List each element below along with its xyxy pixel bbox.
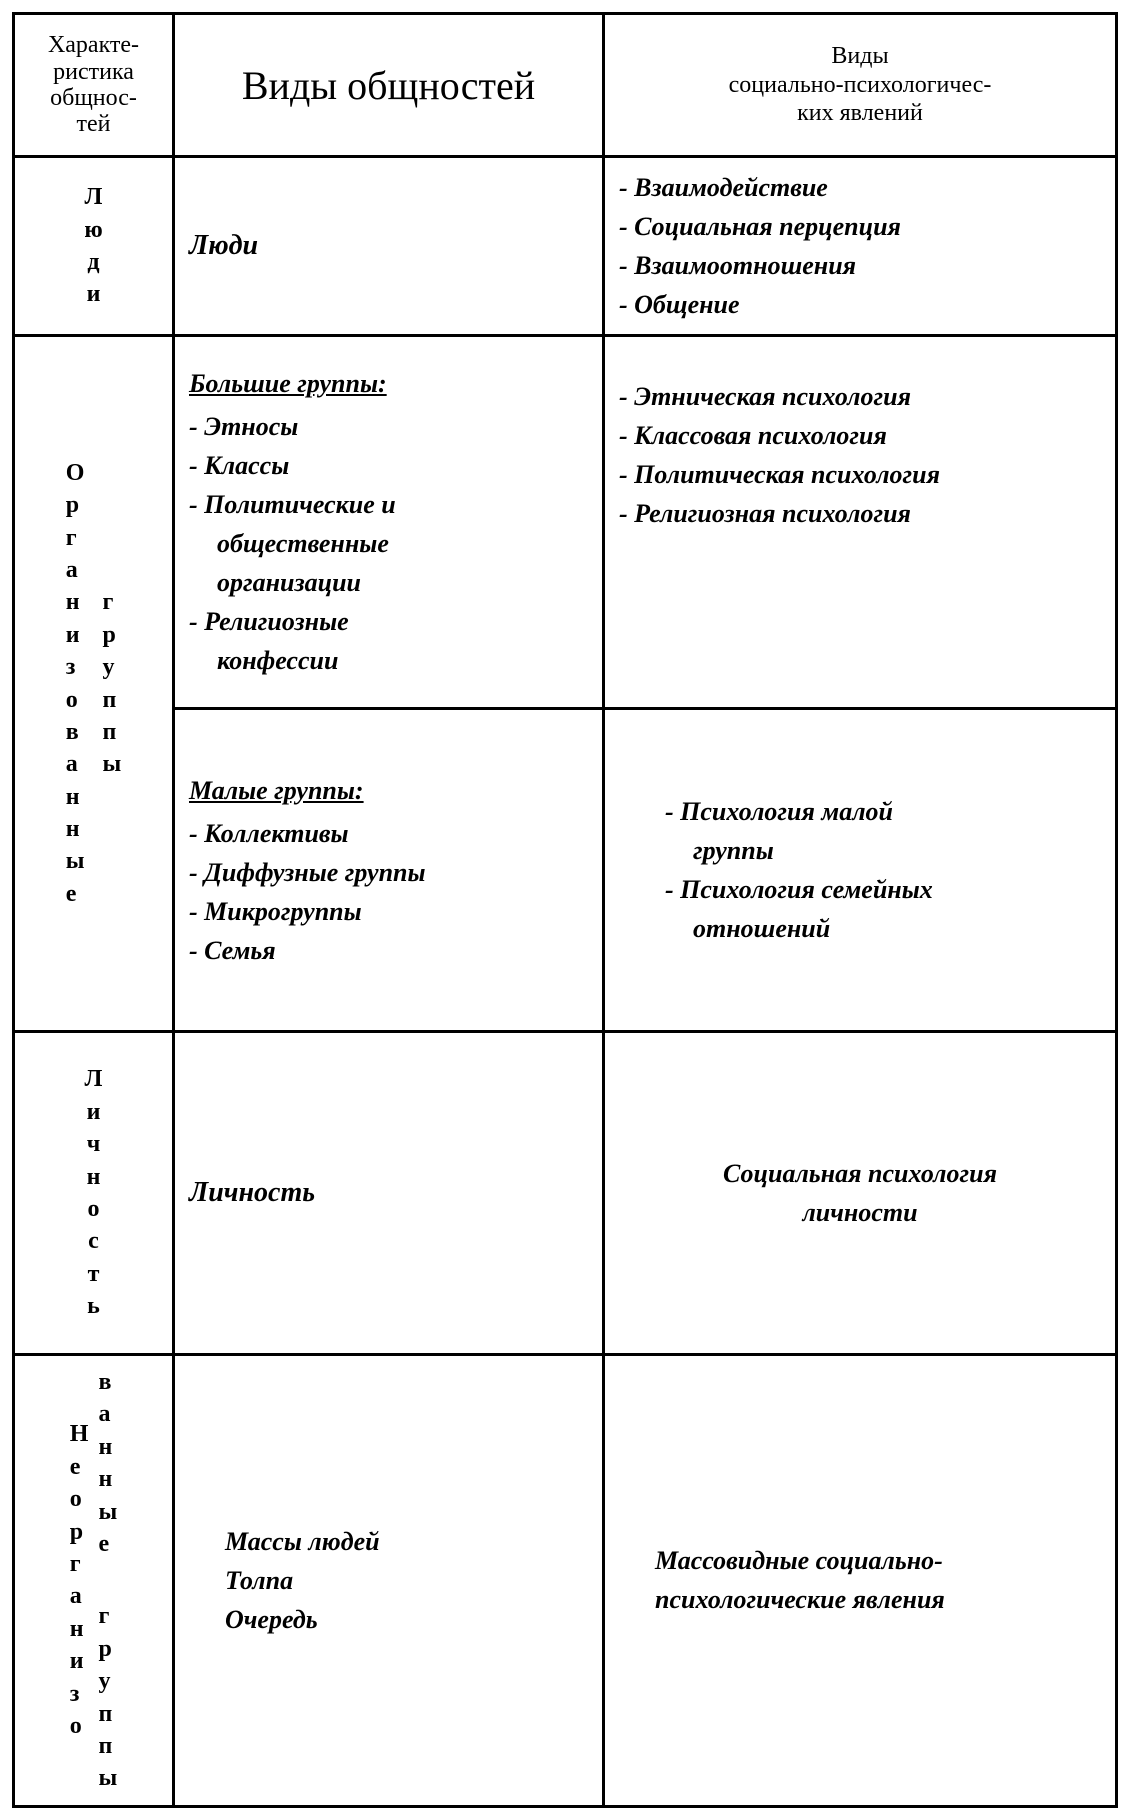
list-item: - Классовая психология [619,416,1101,455]
vlabel-people: Люди [84,181,102,311]
cell-people-type: Люди [174,157,604,336]
header-col-c-l3: ких явлений [797,100,923,126]
row-organized-big: Организованные группы Большие группы: - … [14,336,1117,709]
list-item: - Социальная перцепция [619,207,1101,246]
header-col-a-l2: ристика [53,59,134,85]
list-item: - Этническая психология [619,377,1101,416]
list-item: - Взаимоотношения [619,246,1101,285]
vlabel-personality: Личность [85,1063,103,1322]
list-item: - Диффузные группы [189,853,588,892]
list-item: Очередь [225,1600,588,1639]
cell-unorganized-phenomena: Массовидные социально- психологические я… [604,1355,1117,1807]
cell-people-phenomena: - Взаимодействие- Социальная перцепция- … [604,157,1117,336]
list-item: конфессии [189,641,588,680]
cell-small-groups: Малые группы: - Коллективы- Диффузные гр… [174,709,604,1032]
small-groups-items: - Коллективы- Диффузные группы- Микрогру… [189,814,588,970]
list-item: Толпа [225,1561,588,1600]
list-item: отношений [665,909,1101,948]
list-item: - Взаимодействие [619,168,1101,207]
row-organized-small: Малые группы: - Коллективы- Диффузные гр… [14,709,1117,1032]
label-personality: Личность [14,1032,174,1355]
header-phenomena: Виды социально-психологичес- ких явлений [604,14,1117,157]
list-item: - Религиозная психология [619,494,1101,533]
cell-big-groups: Большие группы: - Этносы- Классы- Полити… [174,336,604,709]
list-item: - Семья [189,931,588,970]
cell-big-phenomena: - Этническая психология- Классовая психо… [604,336,1117,709]
cell-personality-phenomena: Социальная психология личности [604,1032,1117,1355]
list-item: общественные [189,524,588,563]
cell-small-phenomena: - Психология малойгруппы- Психология сем… [604,709,1117,1032]
list-item: группы [665,831,1101,870]
vlabel-groups: группы [103,586,122,780]
classification-table: Характе- ристика общнос- тей Виды общнос… [12,12,1118,1808]
list-item: организации [189,563,588,602]
label-people: Люди [14,157,174,336]
page: Характе- ристика общнос- тей Виды общнос… [0,0,1130,1820]
list-item: - Политические и [189,485,588,524]
list-item: - Религиозные [189,602,588,641]
header-col-a-l1: Характе- [48,32,139,58]
big-groups-heading: Большие группы: [189,364,588,403]
row-people: Люди Люди - Взаимодействие- Социальная п… [14,157,1117,336]
list-item: - Психология семейных [665,870,1101,909]
label-organized-groups: Организованные группы [14,336,174,1032]
header-col-c-l2: социально-психологичес- [729,72,992,98]
list-item: - Общение [619,285,1101,324]
vlabel-unorg-2: ванные [98,1366,117,1560]
vlabel-organized: Организованные [66,457,85,910]
personality-phen-l2: личности [619,1193,1101,1232]
list-item: - Этносы [189,407,588,446]
header-col-a-l4: тей [77,111,111,137]
list-item: Массы людей [225,1522,588,1561]
header-col-c-l1: Виды [831,43,888,69]
row-personality: Личность Личность Социальная психология … [14,1032,1117,1355]
header-col-a-l3: общнос- [50,85,137,111]
header-row: Характе- ристика общнос- тей Виды общнос… [14,14,1117,157]
vlabel-unorg-3: группы [98,1600,117,1794]
unorg-phen-l1: Массовидные социально- [655,1541,1101,1580]
row-unorganized: Неорганизо ванные группы Массы людейТолп… [14,1355,1117,1807]
list-item: - Психология малой [665,792,1101,831]
small-groups-heading: Малые группы: [189,771,588,810]
big-groups-items: - Этносы- Классы- Политические иобществе… [189,407,588,680]
list-item: - Микрогруппы [189,892,588,931]
list-item: - Политическая психология [619,455,1101,494]
vlabel-unorg-1: Неорганизо [70,1418,89,1742]
cell-personality-type: Личность [174,1032,604,1355]
cell-unorganized-types: Массы людейТолпаОчередь [174,1355,604,1807]
unorg-phen-l2: психологические явления [655,1580,1101,1619]
label-unorganized-groups: Неорганизо ванные группы [14,1355,174,1807]
list-item: - Классы [189,446,588,485]
list-item: - Коллективы [189,814,588,853]
personality-phen-l1: Социальная психология [619,1154,1101,1193]
header-characteristic: Характе- ристика общнос- тей [14,14,174,157]
header-types: Виды общностей [174,14,604,157]
